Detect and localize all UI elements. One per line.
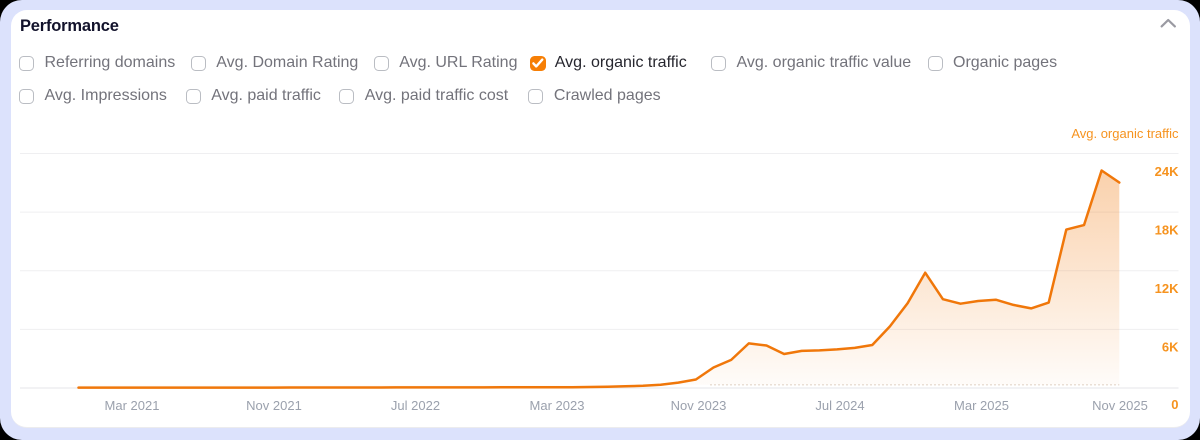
svg-text:6K: 6K xyxy=(1162,340,1179,355)
svg-text:Nov 2025: Nov 2025 xyxy=(1092,398,1148,413)
svg-text:Nov 2023: Nov 2023 xyxy=(671,398,727,413)
svg-text:Mar 2021: Mar 2021 xyxy=(105,398,160,413)
svg-text:12K: 12K xyxy=(1155,281,1179,296)
svg-text:Jul 2022: Jul 2022 xyxy=(391,398,440,413)
svg-text:24K: 24K xyxy=(1155,164,1179,179)
svg-text:Avg. organic traffic: Avg. organic traffic xyxy=(1071,126,1179,141)
svg-text:Mar 2025: Mar 2025 xyxy=(954,398,1009,413)
svg-text:Mar 2023: Mar 2023 xyxy=(530,398,585,413)
svg-text:Nov 2021: Nov 2021 xyxy=(246,398,302,413)
svg-text:18K: 18K xyxy=(1155,222,1179,237)
svg-text:Jul 2024: Jul 2024 xyxy=(815,398,864,413)
svg-text:0: 0 xyxy=(1171,397,1178,412)
